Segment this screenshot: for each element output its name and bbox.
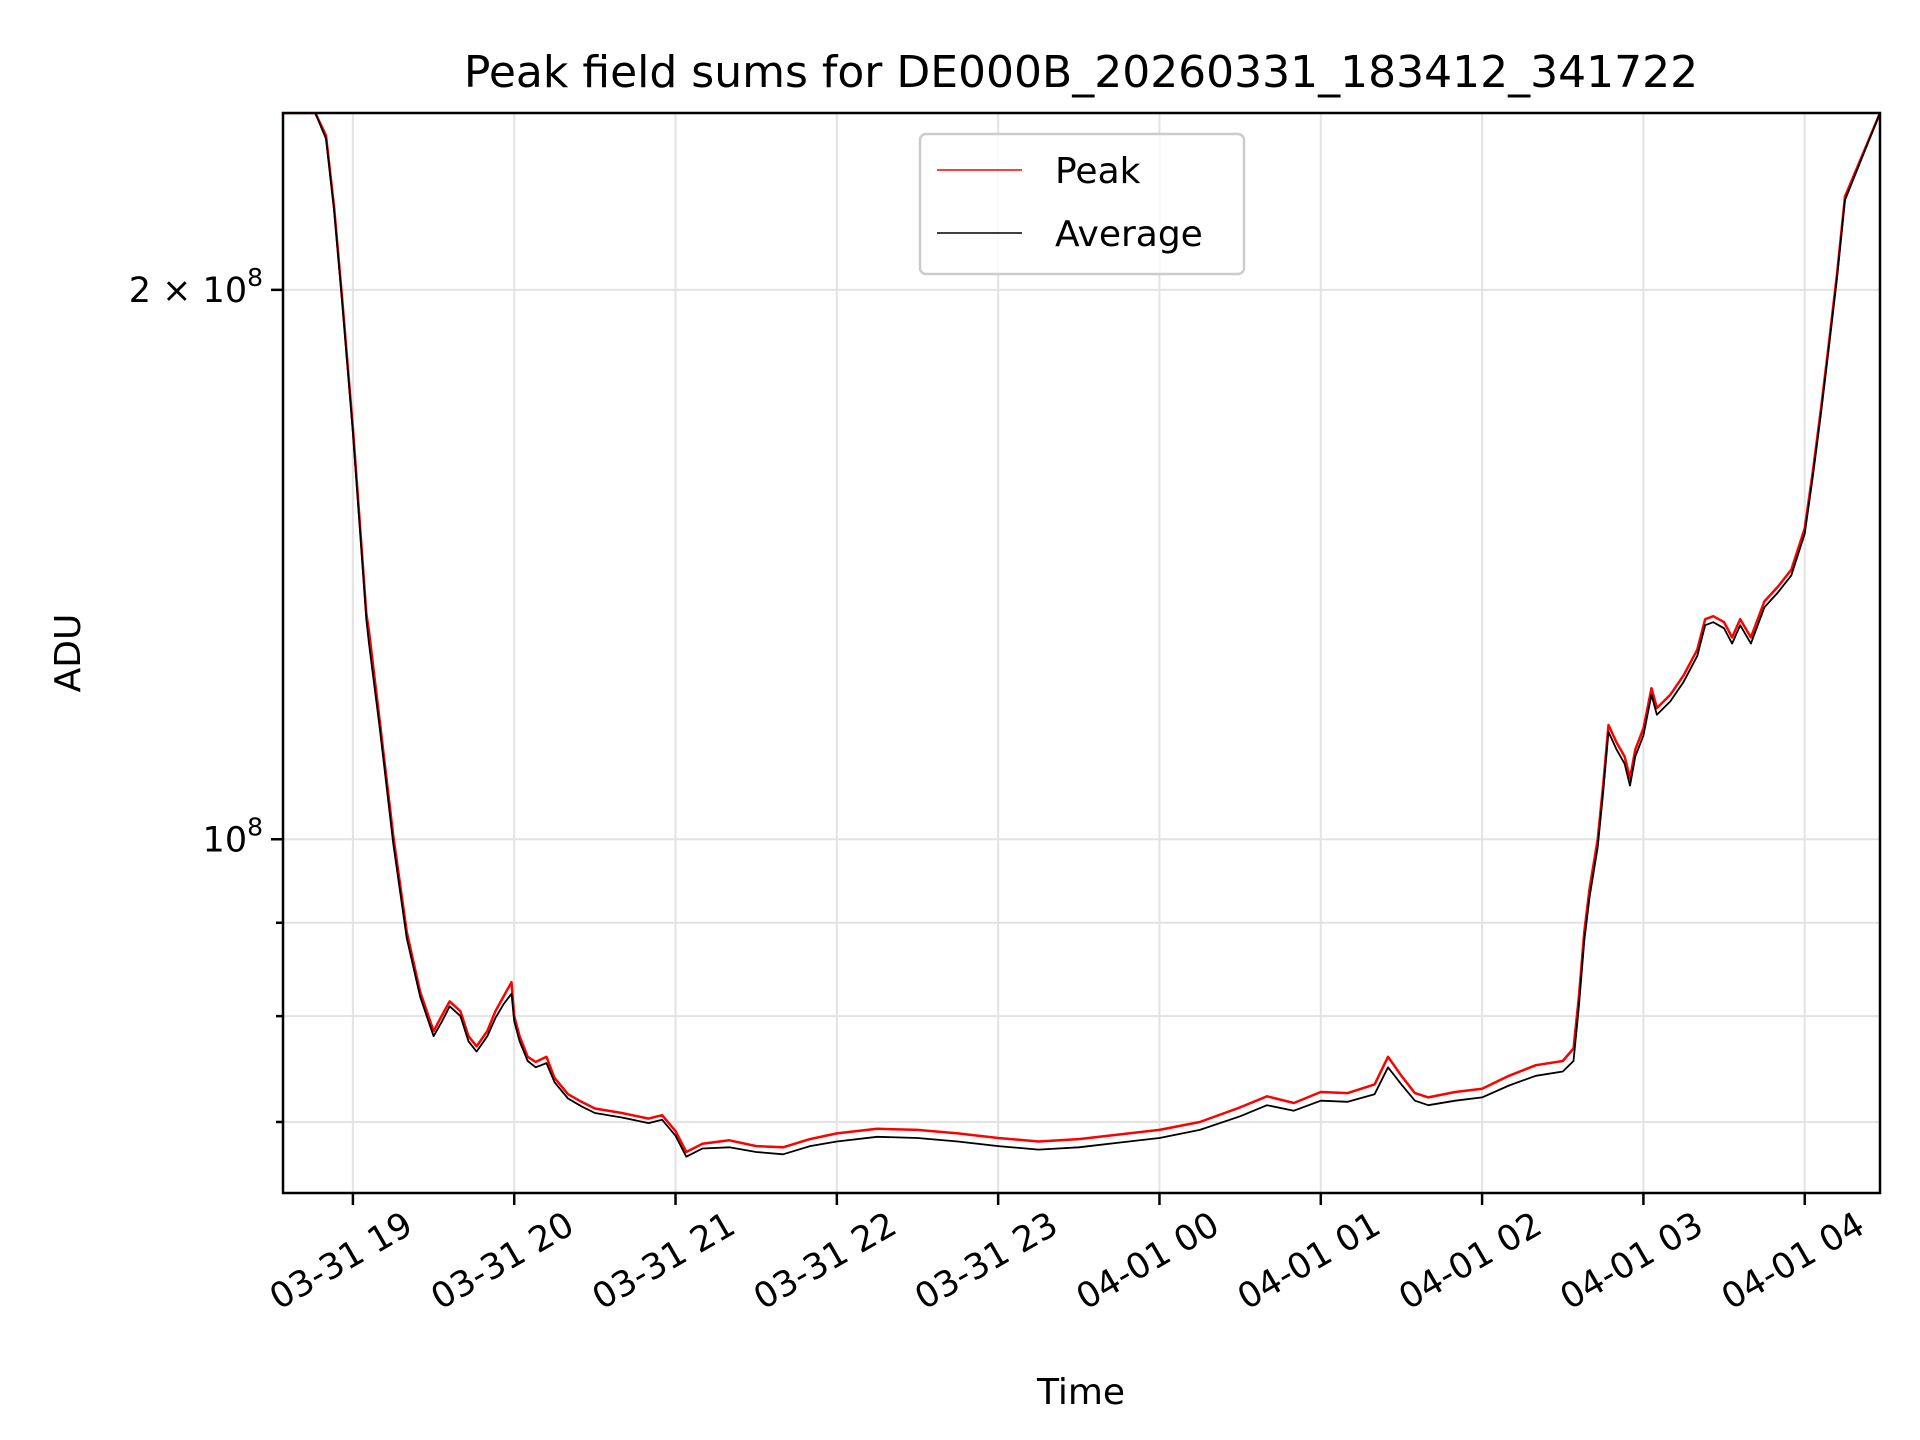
y-tick-exponent: 8: [247, 263, 263, 292]
y-tick-label: 2 × 108: [129, 263, 263, 311]
x-tick-label: 04-01 00: [1070, 1205, 1226, 1318]
x-tick-label: 03-31 21: [586, 1205, 742, 1318]
plot-frame: [281, 111, 1882, 1195]
x-tick-label: 03-31 22: [747, 1205, 903, 1318]
legend-label-peak: Peak: [1055, 151, 1141, 192]
x-tick-label: 03-31 23: [909, 1205, 1065, 1318]
chart-title: Peak field sums for DE000B_20260331_1834…: [464, 47, 1698, 98]
y-tick-exponent: 8: [247, 812, 263, 841]
y-tick-label: 108: [203, 812, 263, 860]
x-tick-label: 04-01 01: [1231, 1205, 1387, 1318]
y-tick-base: 10: [203, 271, 248, 311]
legend: Peak Average: [918, 132, 1246, 276]
x-tick-label: 04-01 04: [1715, 1205, 1871, 1318]
series-line-average: [283, 113, 1880, 1158]
series-layer: [283, 113, 1880, 1158]
y-tick-base: 10: [203, 820, 248, 860]
x-tick-label: 04-01 03: [1554, 1205, 1710, 1318]
y-tick-multiplier: 2 ×: [129, 271, 203, 311]
grid-lines: [283, 113, 1880, 1193]
legend-label-average: Average: [1055, 214, 1203, 255]
y-axis-label: ADU: [48, 614, 89, 693]
legend-box: [918, 132, 1246, 276]
x-tick-label: 04-01 02: [1392, 1205, 1548, 1318]
x-tick-label: 03-31 19: [263, 1205, 419, 1318]
x-axis-ticks: 03-31 19 03-31 20 03-31 21 03-31 22 03-31 23…: [263, 1193, 1871, 1318]
series-line-peak: [283, 113, 1880, 1154]
x-axis-label: Time: [1036, 1372, 1125, 1413]
x-tick-label: 03-31 20: [425, 1205, 581, 1318]
